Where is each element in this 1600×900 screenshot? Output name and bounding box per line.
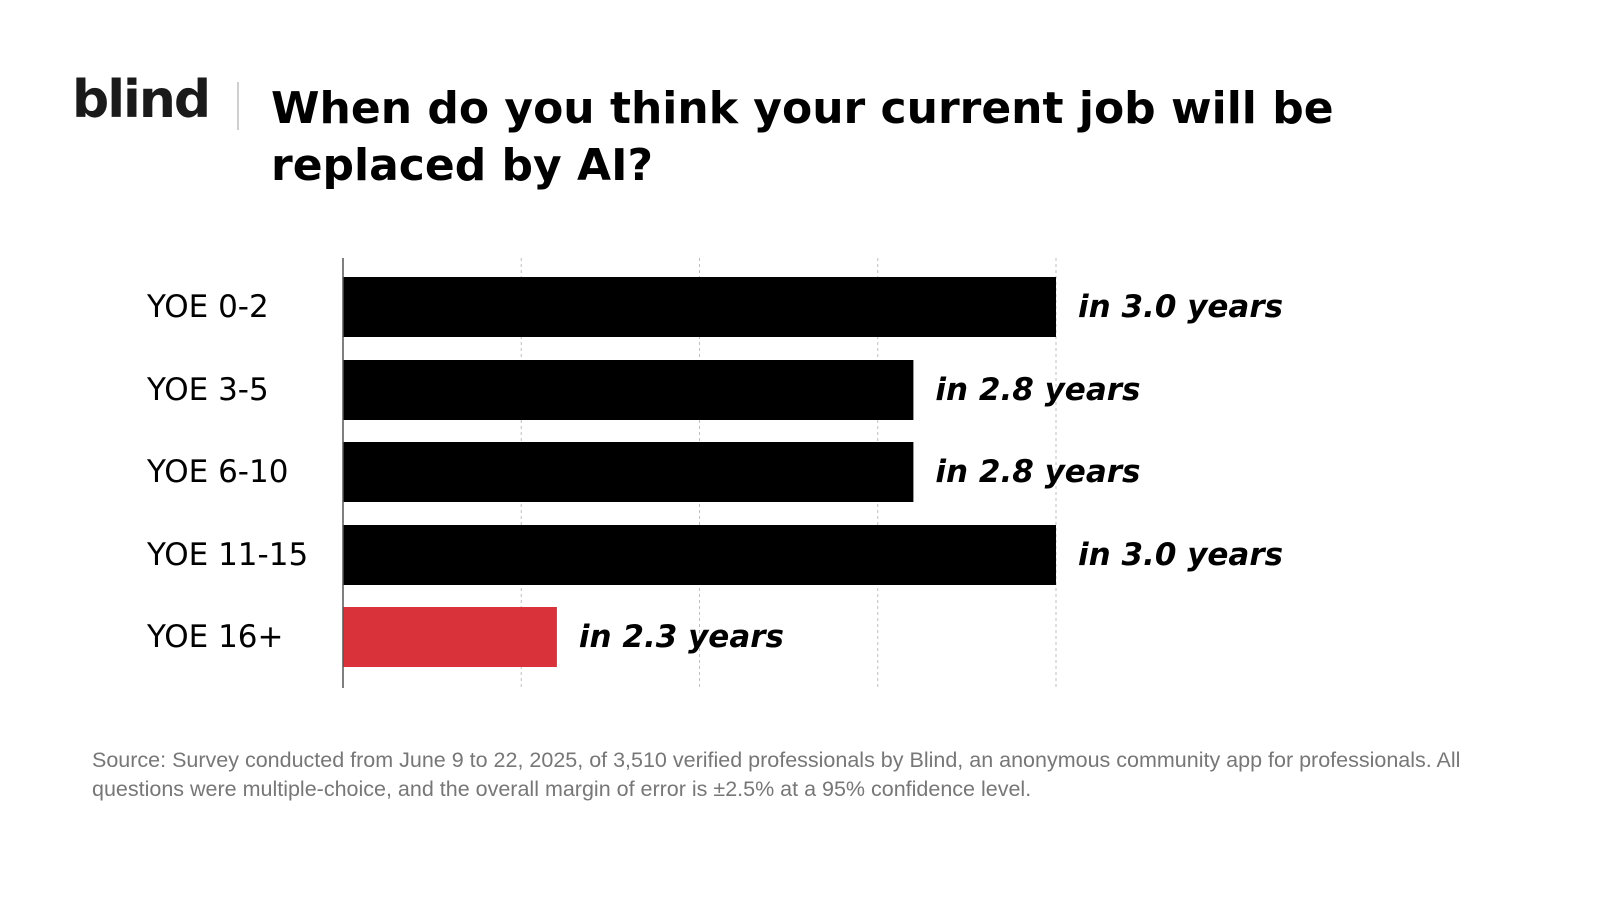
data-label: in 3.0 years bbox=[1078, 289, 1283, 325]
bar bbox=[343, 360, 914, 420]
category-label: YOE 16+ bbox=[146, 619, 284, 655]
category-label: YOE 0-2 bbox=[146, 289, 269, 325]
bars bbox=[343, 277, 1056, 667]
category-label: YOE 6-10 bbox=[146, 454, 288, 490]
bar bbox=[343, 525, 1056, 585]
data-label: in 2.8 years bbox=[935, 372, 1140, 408]
brand-divider bbox=[237, 82, 239, 130]
brand-logo: blind bbox=[72, 70, 211, 130]
category-label: YOE 11-15 bbox=[146, 537, 308, 573]
data-label: in 2.8 years bbox=[935, 454, 1140, 490]
data-label: in 3.0 years bbox=[1078, 537, 1283, 573]
bar bbox=[343, 442, 914, 502]
labels: YOE 0-2 in 3.0 years YOE 3-5 in 2.8 years YO… bbox=[146, 289, 1283, 655]
source-footnote: Source: Survey conducted from June 9 to … bbox=[92, 748, 1461, 801]
category-label: YOE 3-5 bbox=[146, 372, 269, 408]
bar-chart: YOE 0-2 in 3.0 years YOE 3-5 in 2.8 years YO… bbox=[146, 258, 1283, 688]
bar bbox=[343, 277, 1056, 337]
data-label: in 2.3 years bbox=[579, 619, 784, 655]
chart-title: When do you think your current job will … bbox=[271, 83, 1334, 191]
bar bbox=[343, 607, 557, 667]
